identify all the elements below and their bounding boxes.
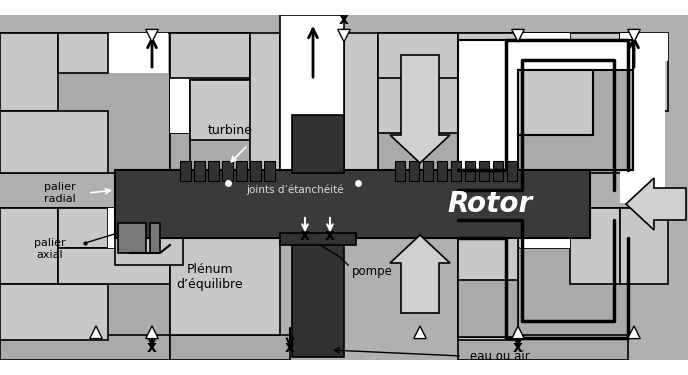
Text: pompe: pompe	[352, 266, 393, 279]
Text: x: x	[300, 228, 310, 243]
Polygon shape	[627, 326, 641, 339]
Bar	[458, 208, 518, 248]
Bar	[115, 210, 183, 265]
Bar	[458, 73, 518, 173]
Bar	[458, 33, 570, 73]
Bar	[194, 161, 205, 181]
Bar	[170, 335, 290, 360]
Polygon shape	[512, 29, 524, 42]
Bar	[115, 170, 590, 238]
Text: x: x	[325, 228, 335, 243]
Bar	[378, 33, 458, 173]
Bar	[620, 33, 668, 61]
Bar	[570, 33, 620, 111]
Bar	[620, 33, 665, 203]
Bar	[0, 284, 108, 340]
Bar	[409, 161, 419, 181]
Text: Plénum
d’équilibre: Plénum d’équilibre	[177, 263, 244, 291]
Bar	[236, 161, 247, 181]
FancyArrow shape	[390, 55, 450, 163]
Polygon shape	[338, 29, 350, 42]
Bar	[0, 208, 58, 284]
Polygon shape	[146, 29, 158, 42]
Bar	[58, 208, 108, 248]
Bar	[458, 280, 518, 337]
Bar	[458, 237, 518, 337]
Bar	[0, 335, 170, 360]
Text: turbine: turbine	[208, 123, 252, 136]
Bar	[395, 161, 405, 181]
Bar	[458, 208, 628, 340]
Bar	[0, 208, 170, 340]
Bar	[170, 33, 250, 173]
Bar	[292, 237, 344, 357]
Bar	[479, 161, 489, 181]
Bar	[493, 161, 503, 181]
Bar	[378, 33, 458, 78]
Bar	[458, 335, 628, 360]
Bar	[520, 33, 570, 73]
Bar	[458, 208, 570, 248]
Bar	[378, 33, 458, 133]
Polygon shape	[146, 326, 158, 339]
Bar	[620, 208, 668, 284]
Bar	[280, 233, 356, 245]
Bar	[437, 161, 447, 181]
Bar	[170, 237, 280, 335]
Polygon shape	[89, 326, 103, 339]
Bar	[520, 208, 570, 248]
Bar	[150, 223, 160, 253]
Bar	[458, 40, 633, 170]
Text: joints d’étanchéité: joints d’étanchéité	[246, 185, 344, 195]
Bar	[222, 161, 233, 181]
Bar	[451, 161, 461, 181]
Bar	[570, 208, 620, 284]
Bar	[108, 33, 168, 73]
Text: x: x	[285, 339, 295, 354]
Bar	[170, 33, 250, 78]
Text: eau ou air: eau ou air	[470, 350, 530, 363]
Text: x: x	[147, 339, 157, 354]
Bar	[250, 33, 280, 173]
Bar	[620, 33, 668, 111]
Text: x: x	[339, 12, 349, 27]
Bar	[208, 161, 219, 181]
Bar	[518, 70, 593, 135]
Bar	[0, 111, 108, 173]
Bar	[465, 161, 475, 181]
Text: palier
radial: palier radial	[44, 182, 76, 204]
Bar	[170, 33, 198, 133]
Bar	[518, 70, 633, 170]
Bar	[58, 248, 170, 284]
Bar	[280, 15, 344, 172]
Bar	[458, 248, 518, 340]
Bar	[118, 223, 146, 253]
Bar	[423, 161, 433, 181]
Polygon shape	[512, 326, 524, 339]
Bar	[170, 33, 250, 133]
Polygon shape	[627, 29, 641, 42]
Text: palier
axial: palier axial	[34, 238, 66, 260]
Bar	[458, 33, 628, 173]
FancyArrow shape	[390, 235, 450, 313]
Bar	[264, 161, 275, 181]
Bar	[58, 33, 108, 73]
Bar	[108, 208, 170, 248]
FancyArrow shape	[626, 178, 686, 230]
Text: x: x	[513, 339, 523, 354]
Bar	[190, 80, 300, 140]
Bar	[344, 33, 378, 173]
Bar	[0, 33, 170, 173]
Bar	[250, 161, 261, 181]
Bar	[292, 115, 344, 173]
Bar	[180, 161, 191, 181]
Bar	[190, 80, 300, 170]
Bar	[507, 161, 517, 181]
Polygon shape	[413, 326, 427, 339]
Text: Rotor: Rotor	[447, 190, 533, 218]
Bar	[0, 33, 58, 111]
